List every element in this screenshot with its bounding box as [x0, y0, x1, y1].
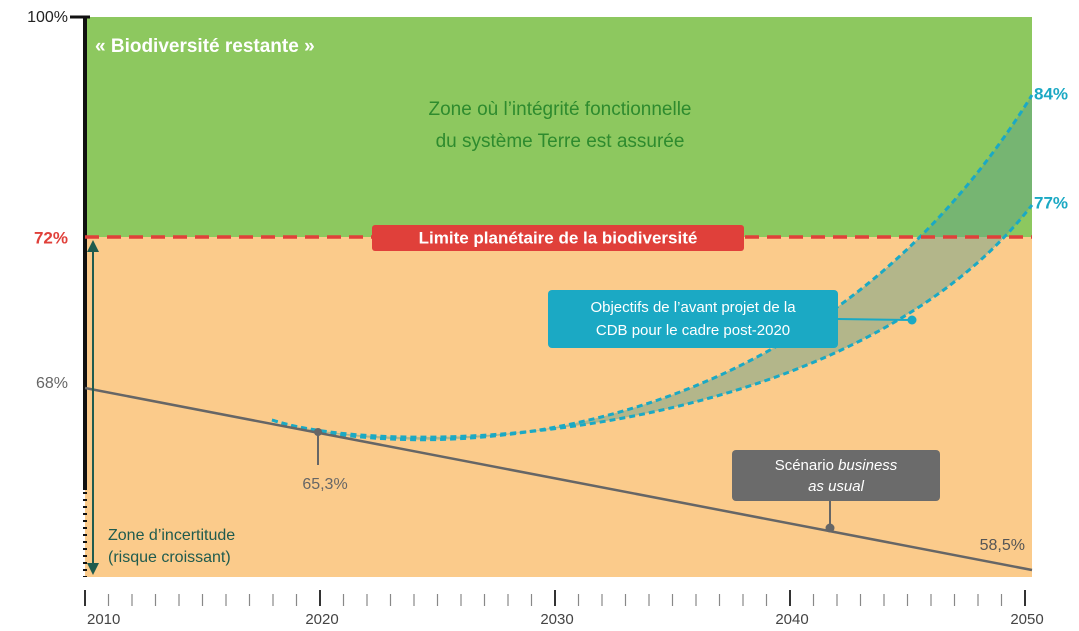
axis-label: 100% [27, 9, 68, 26]
safe-zone-line: Zone où l’intégrité fonctionnelle [428, 99, 691, 120]
callout-stem [837, 318, 913, 321]
year-label: 2010 [87, 611, 120, 628]
callout-dot [314, 428, 322, 436]
bau-prefix: Scénario [775, 457, 834, 474]
value-label: 65,3% [302, 476, 347, 493]
year-label: 2020 [305, 611, 338, 628]
time-axis: 2010 2020 2030 2040 2050 [84, 590, 1044, 628]
year-label: 2050 [1010, 611, 1043, 628]
axis-label: 68% [36, 375, 68, 392]
bau-label: Scénario business [775, 457, 898, 474]
limit-label-box [372, 225, 744, 251]
year-label: 2030 [540, 611, 573, 628]
uncertainty-label: (risque croissant) [108, 549, 231, 566]
value-label: 58,5% [980, 537, 1025, 554]
cdb-label: Objectifs de l’avant projet de la [590, 299, 796, 316]
target-low: 77% [1034, 193, 1068, 212]
axis-label: 72% [34, 228, 68, 247]
target-high: 84% [1034, 84, 1068, 103]
safe-zone-line: du système Terre est assurée [436, 131, 685, 152]
title: « Biodiversité restante » [95, 36, 315, 57]
limit-label: Limite planétaire de la biodiversité [419, 228, 698, 247]
uncertainty-label: Zone d’incertitude [108, 527, 235, 544]
cdb-label: CDB pour le cadre post-2020 [596, 322, 790, 339]
year-label: 2040 [775, 611, 808, 628]
callout-dot [907, 315, 917, 325]
cdb-box [548, 290, 838, 348]
target-low-curve [271, 204, 1034, 439]
bau-italic: business [838, 457, 898, 474]
safe-zone [85, 17, 1032, 237]
bau-label: as usual [808, 478, 865, 495]
bau-line [84, 386, 1033, 572]
callout-dot [825, 523, 835, 533]
bau-box [732, 450, 940, 501]
